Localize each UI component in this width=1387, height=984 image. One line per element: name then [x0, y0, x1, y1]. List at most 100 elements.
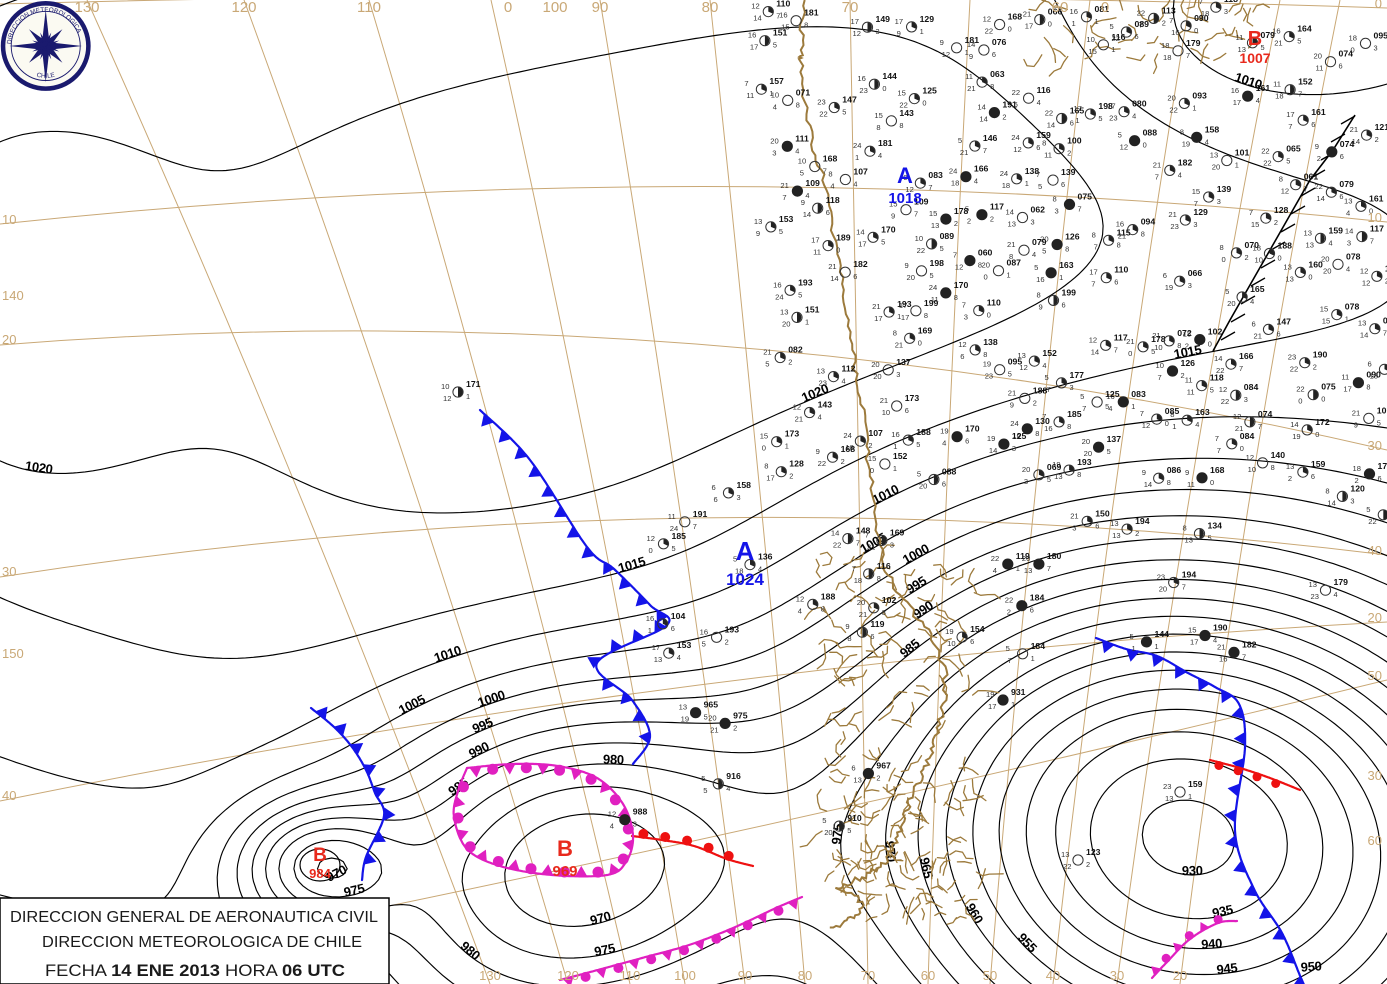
svg-text:5: 5 [916, 440, 920, 449]
svg-text:13: 13 [931, 221, 939, 230]
svg-text:22: 22 [818, 459, 826, 468]
svg-text:19: 19 [1182, 139, 1190, 148]
svg-text:1: 1 [785, 442, 789, 451]
svg-text:8: 8 [1092, 230, 1096, 239]
svg-text:23: 23 [1170, 222, 1178, 231]
svg-text:8: 8 [978, 261, 982, 270]
svg-text:8: 8 [924, 311, 928, 320]
svg-text:126: 126 [1181, 358, 1196, 368]
svg-text:1: 1 [893, 442, 897, 451]
svg-text:0: 0 [1194, 26, 1198, 35]
svg-text:173: 173 [905, 393, 920, 403]
svg-text:20: 20 [824, 828, 832, 837]
svg-text:152: 152 [893, 451, 908, 461]
svg-text:2: 2 [1033, 398, 1037, 407]
svg-text:136: 136 [758, 552, 773, 562]
svg-text:4: 4 [726, 784, 730, 793]
svg-text:7: 7 [1304, 185, 1308, 194]
svg-text:10: 10 [1368, 210, 1382, 225]
svg-text:1: 1 [1172, 422, 1176, 431]
svg-text:6: 6 [870, 632, 874, 641]
svg-text:6: 6 [1339, 192, 1343, 201]
svg-text:104: 104 [671, 611, 686, 621]
svg-text:7: 7 [1242, 652, 1246, 661]
svg-text:4: 4 [1178, 170, 1182, 179]
svg-text:24: 24 [775, 292, 783, 301]
svg-text:1: 1 [1016, 564, 1020, 573]
svg-text:14: 14 [989, 446, 997, 455]
svg-text:12: 12 [1281, 187, 1289, 196]
svg-text:126: 126 [1065, 232, 1080, 242]
svg-text:9: 9 [1354, 420, 1358, 429]
svg-text:14: 14 [1290, 420, 1298, 429]
svg-text:065: 065 [1286, 144, 1301, 154]
svg-text:13: 13 [654, 655, 662, 664]
svg-text:9: 9 [940, 38, 944, 47]
svg-text:157: 157 [769, 76, 784, 86]
svg-text:6: 6 [1368, 359, 1372, 368]
svg-text:1: 1 [1011, 700, 1015, 709]
svg-text:7: 7 [1182, 583, 1186, 592]
svg-text:117: 117 [990, 202, 1004, 212]
svg-text:123: 123 [1086, 847, 1101, 857]
svg-text:22: 22 [1314, 182, 1322, 191]
svg-text:2: 2 [725, 637, 729, 646]
svg-text:23: 23 [985, 372, 993, 381]
svg-text:18: 18 [1353, 464, 1361, 473]
svg-text:14: 14 [979, 115, 987, 124]
svg-text:16: 16 [1116, 220, 1124, 229]
svg-text:188: 188 [1033, 385, 1048, 395]
svg-text:5: 5 [917, 470, 921, 479]
svg-text:11: 11 [1341, 373, 1349, 382]
svg-text:11: 11 [746, 91, 754, 100]
svg-text:6: 6 [1030, 606, 1034, 615]
svg-text:9: 9 [756, 229, 760, 238]
svg-text:7: 7 [983, 146, 987, 155]
svg-text:8: 8 [1325, 486, 1329, 495]
svg-text:60: 60 [921, 968, 935, 983]
svg-text:5: 5 [1008, 370, 1012, 379]
svg-text:1: 1 [1192, 103, 1196, 112]
svg-text:5: 5 [773, 41, 777, 50]
svg-text:7: 7 [1215, 434, 1219, 443]
svg-text:7: 7 [1298, 90, 1302, 99]
svg-text:70: 70 [842, 0, 859, 16]
svg-text:0: 0 [1210, 478, 1214, 487]
svg-text:6: 6 [1135, 32, 1139, 41]
svg-text:166: 166 [974, 164, 989, 174]
svg-text:128: 128 [1274, 205, 1289, 215]
svg-text:16: 16 [857, 74, 865, 83]
svg-text:965: 965 [704, 700, 719, 710]
svg-text:5: 5 [779, 227, 783, 236]
svg-text:11: 11 [965, 72, 973, 81]
svg-text:093: 093 [1192, 90, 1207, 100]
svg-text:165: 165 [1250, 284, 1265, 294]
svg-text:170: 170 [965, 424, 980, 434]
svg-text:071: 071 [796, 87, 811, 97]
svg-text:2: 2 [1135, 529, 1139, 538]
svg-text:193: 193 [725, 624, 740, 634]
svg-text:119: 119 [870, 619, 884, 629]
svg-text:8: 8 [1077, 470, 1081, 479]
svg-text:16: 16 [773, 280, 781, 289]
svg-text:4: 4 [773, 102, 777, 111]
svg-text:149: 149 [876, 14, 891, 24]
svg-text:20: 20 [1212, 163, 1220, 172]
svg-text:1: 1 [1131, 402, 1135, 411]
svg-text:1: 1 [1235, 161, 1239, 170]
svg-text:6: 6 [1378, 474, 1382, 483]
svg-text:10: 10 [1255, 256, 1263, 265]
svg-text:20: 20 [1321, 254, 1329, 263]
svg-text:2: 2 [967, 217, 971, 226]
svg-text:1: 1 [466, 392, 470, 401]
svg-text:2: 2 [1162, 18, 1166, 27]
svg-text:117: 117 [1370, 224, 1384, 234]
svg-text:182: 182 [1178, 157, 1193, 167]
svg-text:7: 7 [1008, 656, 1012, 665]
svg-text:90: 90 [592, 0, 609, 16]
svg-text:17: 17 [811, 236, 819, 245]
svg-text:22: 22 [1368, 517, 1376, 526]
svg-text:21: 21 [1168, 210, 1176, 219]
svg-text:3: 3 [1188, 281, 1192, 290]
svg-text:139: 139 [1061, 167, 1076, 177]
